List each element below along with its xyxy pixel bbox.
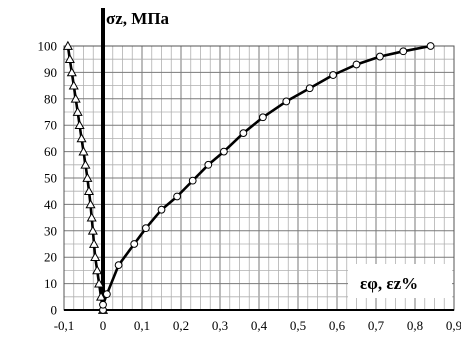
y-tick-label: 50 bbox=[44, 171, 57, 186]
y-tick-label: 60 bbox=[44, 144, 57, 159]
data-point-circle bbox=[220, 147, 228, 156]
y-tick-label: 30 bbox=[44, 223, 57, 238]
data-point-triangle bbox=[94, 278, 105, 288]
data-point-triangle bbox=[82, 172, 93, 182]
y-tick-label: 0 bbox=[51, 303, 58, 318]
data-point-triangle bbox=[85, 199, 96, 209]
data-point-circle bbox=[157, 205, 166, 214]
data-point-circle bbox=[376, 52, 384, 61]
axes bbox=[63, 8, 455, 311]
data-point-circle bbox=[103, 290, 111, 299]
data-point-circle bbox=[239, 129, 248, 138]
y-tick-label: 20 bbox=[44, 250, 57, 265]
data-point-triangle bbox=[70, 93, 81, 103]
data-point-circle bbox=[282, 97, 291, 106]
x-tick-label: 0,8 bbox=[407, 318, 423, 333]
data-point-circle bbox=[426, 42, 435, 50]
y-tick-label: 100 bbox=[38, 39, 58, 54]
data-point-triangle bbox=[88, 238, 100, 248]
data-point-circle bbox=[173, 192, 182, 201]
x-tick-label: 0,9 bbox=[446, 318, 461, 333]
data-point-triangle bbox=[92, 265, 103, 275]
x-tick-label: -0,1 bbox=[54, 318, 75, 333]
series-2-line bbox=[101, 44, 431, 310]
data-point-circle bbox=[99, 300, 107, 309]
data-point-triangle bbox=[80, 159, 91, 169]
data-point-triangle bbox=[68, 80, 79, 90]
data-point-triangle bbox=[78, 146, 89, 156]
y-tick-label: 40 bbox=[44, 197, 57, 212]
data-point-circle bbox=[114, 261, 123, 270]
data-point-triangle bbox=[83, 185, 95, 196]
data-point-triangle bbox=[90, 251, 101, 262]
x-tick-label: 0,4 bbox=[251, 318, 268, 333]
y-tick-label: 80 bbox=[44, 91, 57, 106]
x-tick-label: 0,6 bbox=[329, 318, 346, 333]
x-tick-label: 0,1 bbox=[134, 318, 150, 333]
data-point-triangle bbox=[74, 119, 85, 130]
data-point-triangle bbox=[64, 53, 75, 64]
x-tick-label: 0,3 bbox=[212, 318, 228, 333]
data-point-circle bbox=[305, 84, 314, 93]
data-point-circle bbox=[204, 160, 213, 169]
data-point-triangle bbox=[86, 212, 97, 222]
x-tick-label: 0,5 bbox=[290, 318, 306, 333]
x-tick-label: 0,2 bbox=[173, 318, 189, 333]
data-point-triangle bbox=[76, 133, 87, 143]
y-axis-title: σz, МПа bbox=[106, 9, 170, 28]
data-point-triangle bbox=[96, 291, 107, 301]
xlabel-background bbox=[348, 264, 452, 298]
data-point-circle bbox=[329, 71, 338, 79]
x-tick-label: 0 bbox=[100, 318, 107, 333]
data-point-circle bbox=[130, 240, 139, 248]
data-point-triangle bbox=[72, 106, 83, 116]
y-tick-label: 10 bbox=[44, 276, 57, 291]
data-point-triangle bbox=[66, 67, 77, 77]
y-tick-label: 90 bbox=[44, 65, 57, 80]
data-point-circle bbox=[352, 60, 361, 69]
x-axis-title: εφ, εz% bbox=[360, 274, 418, 293]
data-point-circle bbox=[188, 176, 197, 185]
data-point-triangle bbox=[62, 40, 73, 50]
data-point-circle bbox=[259, 113, 267, 122]
y-tick-label: 70 bbox=[44, 118, 57, 133]
data-series bbox=[62, 40, 435, 314]
data-point-circle bbox=[399, 47, 408, 56]
data-point-circle bbox=[142, 224, 150, 233]
data-point-triangle bbox=[87, 225, 98, 235]
x-tick-label: 0,7 bbox=[368, 318, 385, 333]
tick-labels: -0,1 0 0,1 0,2 0,3 0,4 0,5 0,6 0,7 0,8 0,901020304… bbox=[38, 39, 461, 334]
